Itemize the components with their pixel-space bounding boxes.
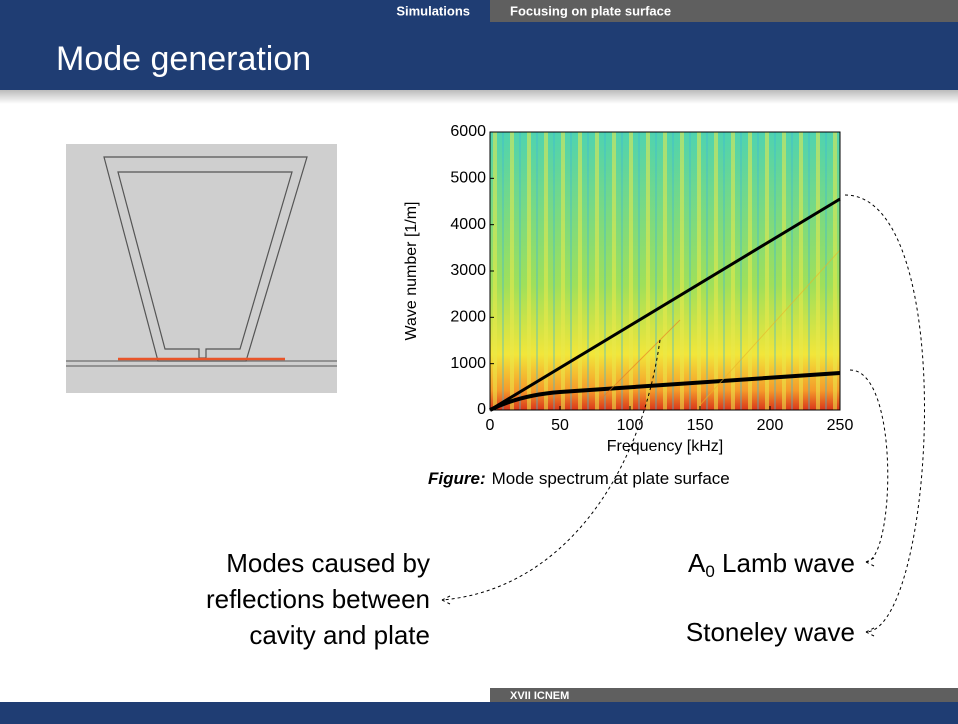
figure-caption: Figure: Mode spectrum at plate surface (428, 469, 730, 488)
modes-line: cavity and plate (249, 620, 430, 650)
y-tick-label: 5000 (450, 170, 486, 187)
x-axis-label: Frequency [kHz] (607, 438, 723, 455)
x-tick-label: 100 (617, 417, 644, 434)
y-tick-label: 6000 (450, 123, 486, 140)
x-tick-label: 200 (757, 417, 784, 434)
x-tick-label: 50 (551, 417, 569, 434)
lamb-rest: Lamb wave (715, 548, 855, 578)
subsection-label: Focusing on plate surface (510, 3, 671, 18)
modes-line: reflections between (206, 584, 430, 614)
y-tick-label: 2000 (450, 309, 486, 326)
slide-title: Mode generation (56, 40, 311, 78)
title-shadow (0, 90, 958, 104)
spectrum-plot (490, 132, 840, 410)
caption-label: Figure: (428, 469, 486, 488)
y-tick-label: 3000 (450, 262, 486, 279)
lamb-sub: 0 (705, 562, 714, 581)
y-tick-label: 1000 (450, 355, 486, 372)
y-tick-label: 0 (477, 401, 486, 418)
lamb-main: A (688, 548, 706, 578)
footer-text: XVII ICNEM (510, 690, 569, 702)
caption-text: Mode spectrum at plate surface (492, 469, 730, 488)
section-label: Simulations (396, 3, 470, 18)
x-tick-label: 250 (827, 417, 854, 434)
stoneley-label: Stoneley wave (686, 617, 855, 647)
y-axis-label: Wave number [1/m] (403, 201, 420, 340)
slide: Simulations Focusing on plate surface Mo… (0, 0, 958, 724)
lamb-wave-label: A0 Lamb wave (688, 548, 855, 582)
y-tick-label: 4000 (450, 216, 486, 233)
cavity-diagram (66, 144, 337, 393)
footer-bar (0, 702, 958, 724)
modes-line: Modes caused by (226, 548, 430, 578)
x-tick-label: 0 (486, 417, 495, 434)
x-tick-label: 150 (687, 417, 714, 434)
